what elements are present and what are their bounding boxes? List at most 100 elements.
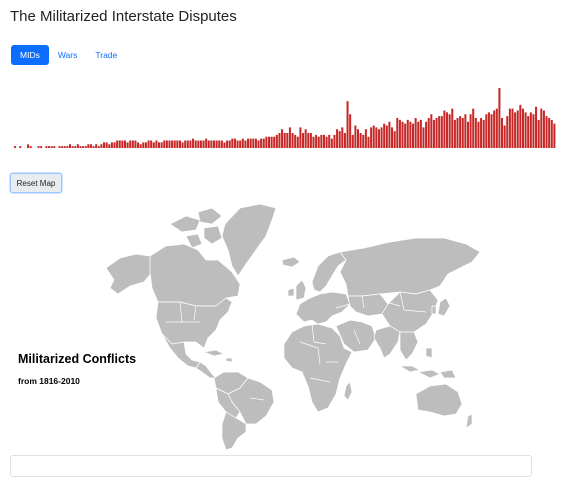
timeline-bar[interactable]: [29, 146, 32, 149]
timeline-bar[interactable]: [383, 123, 386, 149]
timeline-bar[interactable]: [205, 138, 208, 149]
timeline-bar[interactable]: [192, 138, 195, 149]
timeline-bar[interactable]: [45, 146, 48, 149]
timeline-bar[interactable]: [443, 110, 446, 149]
timeline-bar[interactable]: [521, 108, 524, 149]
timeline-bar[interactable]: [210, 140, 213, 149]
timeline-bar[interactable]: [87, 144, 90, 148]
country-africa[interactable]: [283, 323, 353, 413]
timeline-bar[interactable]: [388, 121, 391, 148]
tab-mids[interactable]: MIDs: [11, 45, 49, 65]
timeline-bar[interactable]: [498, 88, 501, 148]
timeline-bar[interactable]: [14, 146, 17, 149]
timeline-bar[interactable]: [116, 140, 119, 149]
timeline-bar[interactable]: [370, 127, 373, 149]
timeline-bar[interactable]: [338, 131, 341, 149]
timeline-bar[interactable]: [273, 136, 276, 148]
timeline-bar[interactable]: [419, 119, 422, 149]
timeline-bar[interactable]: [511, 108, 514, 149]
timeline-bar[interactable]: [53, 146, 56, 149]
timeline-bar[interactable]: [233, 138, 236, 149]
timeline-bar[interactable]: [239, 140, 242, 149]
timeline-bar[interactable]: [223, 142, 226, 149]
timeline-bar[interactable]: [401, 121, 404, 148]
timeline-bar[interactable]: [540, 108, 543, 149]
timeline-bar[interactable]: [257, 140, 260, 149]
timeline-bar[interactable]: [328, 134, 331, 149]
timeline-bar[interactable]: [283, 133, 286, 148]
timeline-bar[interactable]: [168, 140, 171, 149]
country-russia[interactable]: [339, 237, 481, 297]
timeline-bar[interactable]: [105, 142, 108, 149]
country-peru-bolivia[interactable]: [215, 387, 241, 419]
timeline-bar[interactable]: [110, 142, 113, 149]
timeline-bar[interactable]: [236, 140, 239, 149]
reset-map-button[interactable]: Reset Map: [10, 173, 62, 193]
timeline-bar[interactable]: [288, 127, 291, 149]
timeline-bar[interactable]: [506, 116, 509, 149]
timeline-bar[interactable]: [432, 119, 435, 149]
timeline-bar[interactable]: [548, 118, 551, 148]
timeline-bar[interactable]: [375, 127, 378, 149]
timeline-bar[interactable]: [317, 136, 320, 148]
timeline-bar[interactable]: [362, 134, 365, 149]
timeline-bar[interactable]: [254, 138, 257, 149]
timeline-bar[interactable]: [537, 119, 540, 149]
country-united-kingdom[interactable]: [287, 279, 307, 301]
timeline-bar[interactable]: [286, 133, 289, 148]
country-canada[interactable]: [149, 243, 241, 307]
timeline-bar[interactable]: [404, 123, 407, 149]
timeline-bar[interactable]: [123, 140, 126, 149]
timeline-bar[interactable]: [270, 136, 273, 148]
timeline-bar[interactable]: [459, 116, 462, 149]
timeline-bar[interactable]: [71, 146, 74, 149]
timeline-bar[interactable]: [97, 146, 100, 149]
timeline-bar[interactable]: [453, 119, 456, 149]
timeline-bar[interactable]: [40, 146, 43, 149]
timeline-bar[interactable]: [27, 144, 30, 148]
timeline-bar[interactable]: [213, 140, 216, 149]
timeline-bar[interactable]: [435, 118, 438, 148]
timeline-bar[interactable]: [19, 146, 22, 149]
timeline-bar[interactable]: [493, 110, 496, 149]
timeline-bar[interactable]: [414, 118, 417, 148]
timeline-bar[interactable]: [291, 133, 294, 148]
timeline-bar[interactable]: [325, 136, 328, 148]
timeline-bar[interactable]: [171, 140, 174, 149]
timeline-bar[interactable]: [315, 134, 318, 149]
timeline-bar[interactable]: [160, 142, 163, 149]
timeline-bar[interactable]: [336, 129, 339, 148]
timeline-bar[interactable]: [516, 110, 519, 149]
timeline-bar[interactable]: [427, 118, 430, 148]
timeline-bar[interactable]: [152, 142, 155, 149]
timeline-bar[interactable]: [357, 129, 360, 148]
timeline-bar[interactable]: [181, 142, 184, 149]
timeline-bar[interactable]: [474, 118, 477, 148]
timeline-bar[interactable]: [464, 114, 467, 148]
country-indonesia[interactable]: [399, 347, 457, 379]
timeline-bar[interactable]: [409, 121, 412, 148]
timeline-bar[interactable]: [262, 138, 265, 149]
timeline-bar[interactable]: [482, 119, 485, 149]
timeline-bar[interactable]: [108, 144, 111, 148]
timeline-bar[interactable]: [351, 134, 354, 149]
timeline-bar[interactable]: [186, 140, 189, 149]
timeline-bar[interactable]: [137, 142, 140, 149]
timeline-bar[interactable]: [226, 140, 229, 149]
timeline-bar[interactable]: [281, 129, 284, 148]
country-japan[interactable]: [431, 297, 451, 317]
timeline-bar[interactable]: [131, 140, 134, 149]
timeline-bar[interactable]: [322, 134, 325, 149]
timeline-bar[interactable]: [385, 125, 388, 149]
timeline-bar[interactable]: [100, 144, 103, 148]
country-new-zealand[interactable]: [465, 413, 473, 429]
timeline-bar[interactable]: [68, 144, 72, 148]
timeline-bar[interactable]: [448, 114, 451, 148]
timeline-bar[interactable]: [118, 140, 121, 149]
timeline-bar[interactable]: [359, 133, 362, 148]
timeline-bar[interactable]: [228, 140, 231, 149]
timeline-bar[interactable]: [396, 118, 399, 148]
timeline-bar[interactable]: [456, 118, 459, 148]
timeline-bar[interactable]: [377, 129, 380, 148]
timeline-bar[interactable]: [82, 146, 85, 149]
